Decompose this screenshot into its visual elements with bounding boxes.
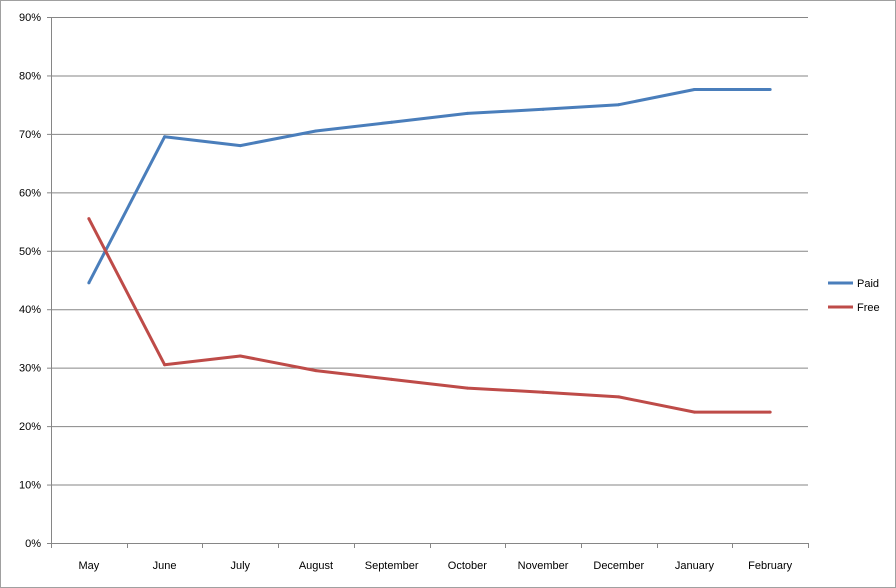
data-point-paid <box>692 87 696 91</box>
y-tick-label: 20% <box>19 421 41 433</box>
data-point-free <box>465 386 469 390</box>
axes <box>47 17 809 548</box>
x-tick-label: August <box>299 560 333 572</box>
data-point-paid <box>163 135 167 139</box>
data-point-paid <box>465 111 469 115</box>
y-tick-label: 80% <box>19 70 41 82</box>
legend-label: Free <box>857 302 880 314</box>
legend-item-free: Free <box>828 302 880 314</box>
series-line-paid <box>87 88 771 284</box>
x-tick-label: December <box>593 560 644 572</box>
data-point-free <box>692 410 696 414</box>
y-axis-tick-labels: 0% 10% 20% 30% 40% 50% 60% 70% 80% 90% <box>19 12 41 550</box>
data-point-free <box>768 410 772 414</box>
x-tick-label: November <box>518 560 569 572</box>
series-line-free <box>87 217 771 414</box>
data-point-free <box>163 363 167 367</box>
y-tick-label: 40% <box>19 304 41 316</box>
data-point-free <box>617 395 621 399</box>
y-tick-label: 90% <box>19 12 41 24</box>
y-tick-label: 50% <box>19 246 41 258</box>
y-tick-label: 60% <box>19 187 41 199</box>
data-point-free <box>390 377 394 381</box>
data-point-paid <box>617 103 621 107</box>
data-point-paid <box>314 129 318 133</box>
legend-item-paid: Paid <box>828 278 879 290</box>
x-tick-label: January <box>675 560 715 572</box>
gridlines <box>51 17 808 486</box>
data-point-free <box>87 217 91 221</box>
y-tick-label: 0% <box>25 538 41 550</box>
data-point-paid <box>541 107 545 111</box>
data-point-paid <box>87 281 91 285</box>
x-tick-label: May <box>78 560 99 572</box>
data-point-paid <box>390 120 394 124</box>
data-point-free <box>238 354 242 358</box>
data-point-free <box>541 390 545 394</box>
y-tick-label: 30% <box>19 363 41 375</box>
x-tick-label: July <box>230 560 250 572</box>
legend: Paid Free <box>828 278 880 314</box>
legend-label: Paid <box>857 278 879 290</box>
y-tick-label: 10% <box>19 480 41 492</box>
x-tick-label: June <box>153 560 177 572</box>
x-axis-tick-labels: May June July August September October Novembe… <box>78 560 792 572</box>
data-point-free <box>314 369 318 373</box>
y-tick-label: 70% <box>19 129 41 141</box>
data-point-paid <box>238 144 242 148</box>
x-tick-label: September <box>365 560 419 572</box>
x-tick-label: October <box>448 560 487 572</box>
data-point-paid <box>768 87 772 91</box>
series-lines <box>87 87 772 414</box>
x-tick-label: February <box>748 560 793 572</box>
